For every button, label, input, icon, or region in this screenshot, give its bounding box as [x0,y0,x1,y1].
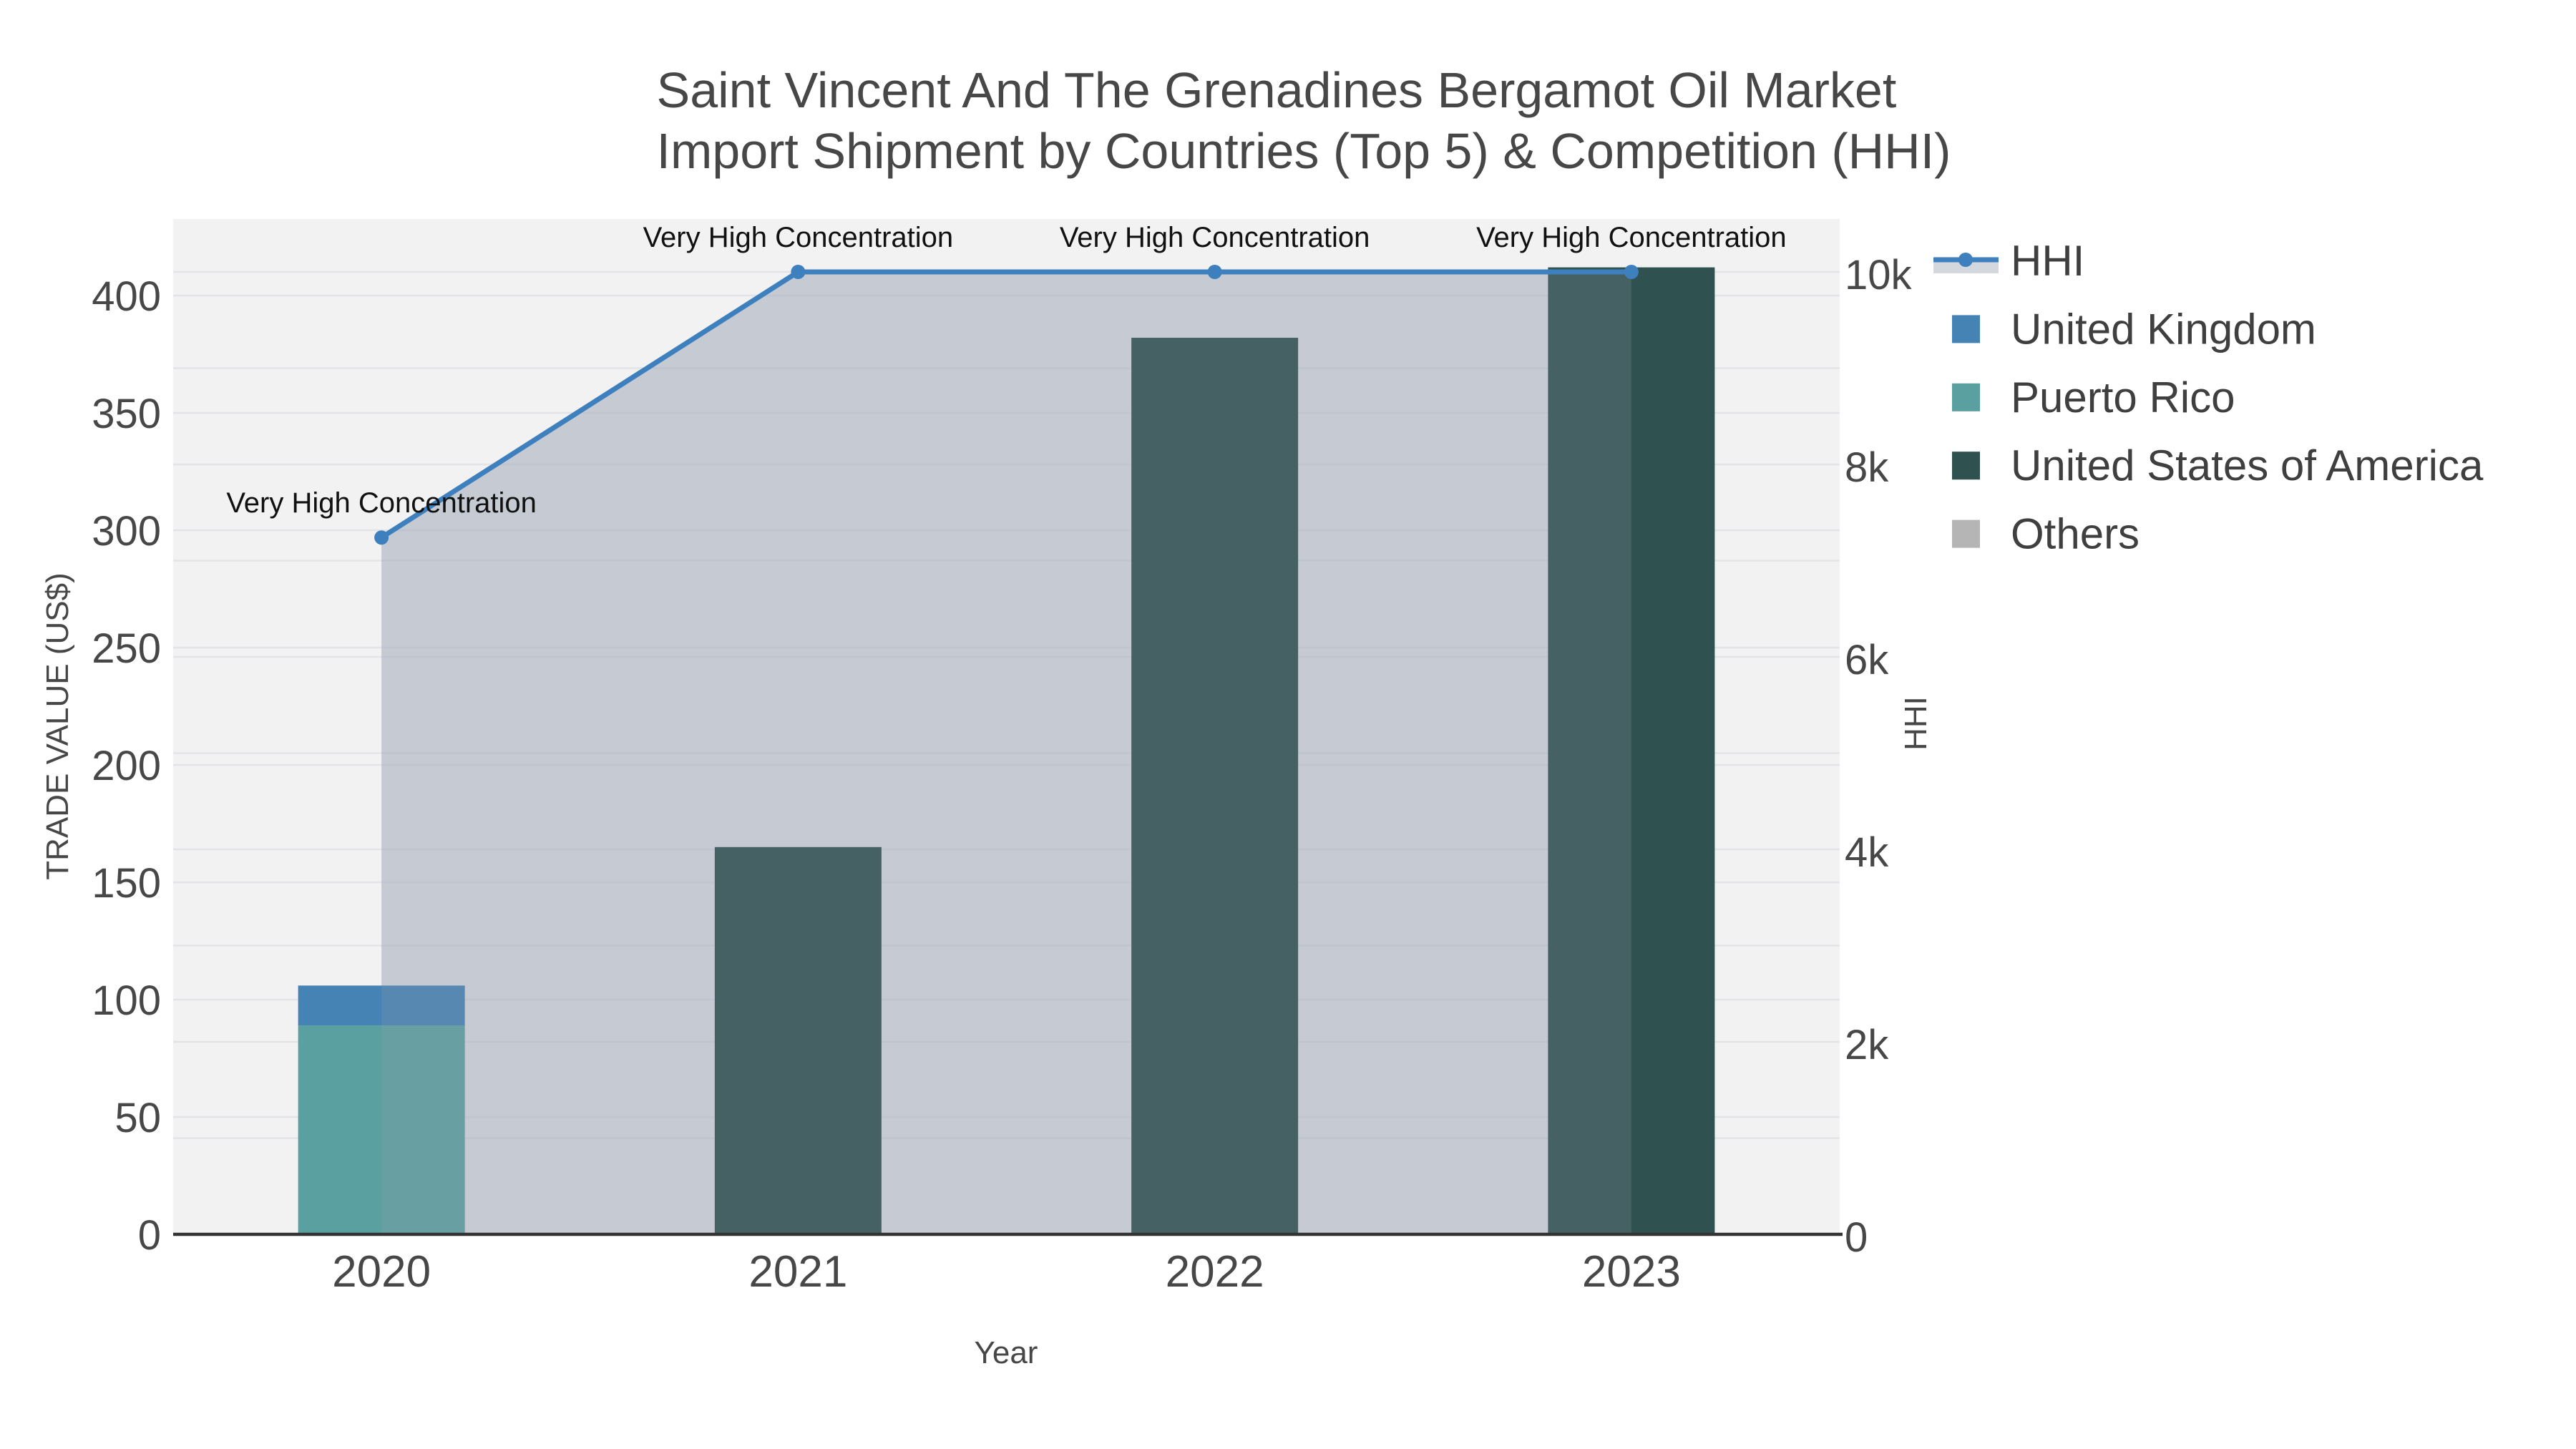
hhi-area-fill-over [381,272,1631,1234]
y-right-axis-title: HHI [1898,696,1933,751]
annotation-2020: Very High Concentration [226,487,537,519]
bar-segment-2020-united-kingdom[interactable] [298,985,465,1026]
y-left-tick-label: 150 [92,860,161,907]
hhi-marker-2020[interactable] [374,530,389,545]
legend-label: HHI [2011,237,2084,285]
y-left-axis-title: TRADE VALUE (US$) [40,572,75,880]
y-right-tick-label: 4k [1845,829,1889,876]
tick-labels: 2020 2021 2022 2023 0 50 100 150 200 250 300 350 400… [92,252,1912,1297]
y-left-tick-label: 300 [92,508,161,555]
legend-swatch [1952,315,1980,343]
x-tick-label: 2021 [748,1247,847,1297]
legend-item-others[interactable]: Others [1952,510,2140,558]
hhi-marker-2022[interactable] [1207,265,1222,279]
legend-item-united-kingdom[interactable]: United Kingdom [1952,305,2316,353]
legend-swatch [1952,519,1980,548]
bars-group [298,267,1715,1234]
y-right-tick-label: 8k [1845,444,1889,491]
legend-swatch [1952,383,1980,411]
y-left-tick-label: 50 [114,1095,161,1141]
legend-label: Puerto Rico [2011,374,2235,421]
legend-item-puerto-rico[interactable]: Puerto Rico [1952,374,2235,421]
hhi-marker-2023[interactable] [1624,265,1639,279]
legend-swatch [1952,452,1980,480]
chart-title-line-1: Saint Vincent And The Grenadines Bergamo… [656,62,1897,118]
bar-segment-2022-united-states-of-america[interactable] [1131,338,1299,1234]
y-right-tick-label: 10k [1845,252,1913,298]
legend-label: United States of America [2011,441,2484,489]
chart-title: Saint Vincent And The Grenadines Bergamo… [657,60,1951,182]
x-tick-label: 2022 [1166,1247,1264,1297]
bar-segment-2021-united-states-of-america[interactable] [714,847,882,1234]
legend-area-band [1933,262,1999,273]
y-left-tick-label: 250 [92,625,161,672]
y-left-tick-label: 0 [138,1212,161,1259]
hhi-area-fill-under [381,272,1631,1234]
y-right-tick-label: 2k [1845,1022,1889,1068]
y-left-tick-label: 200 [92,743,161,789]
x-tick-label: 2020 [332,1247,431,1297]
hhi-marker-2021[interactable] [791,265,806,279]
y-left-tick-label: 100 [92,977,161,1024]
legend-item-united-states-of-america[interactable]: United States of America [1952,441,2484,489]
hhi-line[interactable] [380,269,1631,540]
annotation-2022: Very High Concentration [1060,222,1370,253]
annotation-2023: Very High Concentration [1476,222,1787,253]
y-right-tick-label: 6k [1845,637,1889,683]
legend-label: United Kingdom [2011,305,2316,353]
x-tick-label: 2023 [1582,1247,1681,1297]
legend-item-hhi[interactable]: HHI [1933,237,2084,285]
x-axis-title: Year [975,1335,1038,1370]
legend-line-marker [1958,253,1973,267]
y-left-tick-label: 400 [92,273,161,320]
y-left-tick-label: 350 [92,391,161,437]
chart-title-line-2: Import Shipment by Countries (Top 5) & C… [656,123,1951,179]
y-right-tick-label: 0 [1845,1214,1868,1261]
annotation-2021: Very High Concentration [643,222,954,253]
legend-label: Others [2011,510,2140,558]
legend: HHI United Kingdom Puerto Rico United State… [1933,237,2484,558]
bar-segment-2020-puerto-rico[interactable] [298,1025,465,1234]
bar-segment-2023-united-states-of-america[interactable] [1548,267,1715,1234]
